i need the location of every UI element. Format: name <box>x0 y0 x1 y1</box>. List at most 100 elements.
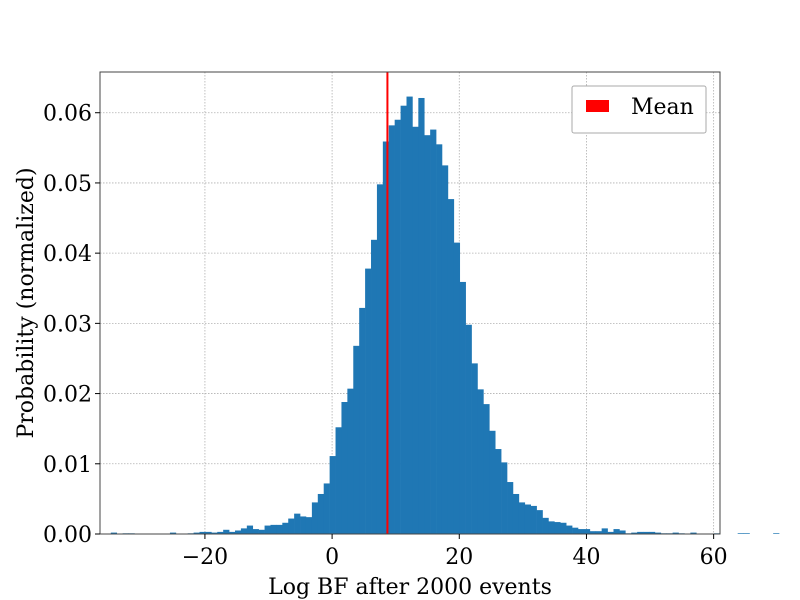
histogram-bar <box>512 493 520 534</box>
histogram-bar <box>371 239 378 534</box>
histogram-bar <box>471 363 478 534</box>
x-tick-label: 60 <box>700 545 728 570</box>
x-axis-label: Log BF after 2000 events <box>268 575 552 600</box>
histogram-bar <box>578 529 585 534</box>
histogram-bar <box>211 532 218 534</box>
x-tick-label: 20 <box>445 545 473 570</box>
histogram-bar <box>536 510 543 534</box>
histogram-bar <box>690 532 697 534</box>
histogram-bar <box>382 141 390 535</box>
histogram-bar <box>441 165 449 534</box>
histogram-bar <box>566 525 573 534</box>
legend-mean-label: Mean <box>631 95 694 120</box>
histogram-bar <box>317 493 325 534</box>
legend: Mean <box>571 85 707 134</box>
axis-ticks: −20 0 20 40 60 0.00 0.01 0.02 0.03 0.04 0.05 0.06 <box>43 102 728 570</box>
histogram-bar <box>601 528 608 534</box>
x-tick-label: 0 <box>325 545 339 570</box>
histogram-bar <box>288 518 295 534</box>
y-tick-label: 0.05 <box>43 172 92 197</box>
histogram-bar <box>305 517 313 534</box>
histogram-bar <box>193 532 200 534</box>
legend-mean-swatch <box>586 100 609 112</box>
histogram-bar <box>270 524 277 534</box>
histogram-bar <box>530 505 537 534</box>
histogram-bar <box>572 527 579 534</box>
histogram-bar <box>418 97 425 534</box>
histogram-bar <box>217 531 224 534</box>
histogram-bar <box>737 533 744 534</box>
histogram-bar <box>412 126 419 534</box>
histogram-bar <box>773 533 780 534</box>
histogram-bar <box>294 513 301 534</box>
x-tick-label: −20 <box>182 545 228 570</box>
histogram-bar <box>110 532 118 534</box>
histogram-bar <box>518 502 526 534</box>
y-tick-label: 0.03 <box>43 312 92 337</box>
histogram-bar <box>430 129 437 534</box>
histogram-bar <box>376 184 384 534</box>
histogram-bar <box>406 96 413 535</box>
histogram-bar <box>483 404 490 534</box>
histogram-bar <box>323 483 330 534</box>
histogram-bar <box>643 531 650 534</box>
histogram-bar <box>388 125 395 535</box>
y-tick-label: 0.01 <box>43 453 92 478</box>
histogram-bar <box>347 388 354 534</box>
histogram-bar <box>353 345 360 534</box>
histogram-bar <box>400 105 407 535</box>
histogram-bar <box>252 529 259 534</box>
histogram-bar <box>447 199 455 534</box>
histogram-bar <box>654 532 662 534</box>
histogram-bar <box>264 525 271 534</box>
histogram-bar <box>394 119 401 534</box>
histogram-bar <box>459 281 466 534</box>
histogram-bar <box>436 144 443 534</box>
histogram-bar <box>359 307 366 534</box>
histogram-bar <box>169 532 177 534</box>
histogram-bar <box>489 430 496 534</box>
y-tick-label: 0.06 <box>43 102 92 127</box>
x-tick-label: 40 <box>572 545 600 570</box>
y-axis-label: Probability (normalized) <box>14 167 39 438</box>
y-tick-label: 0.04 <box>43 242 92 267</box>
histogram-bar <box>637 531 644 534</box>
histogram-bar <box>229 531 236 534</box>
histogram-bar <box>246 525 254 534</box>
histogram-bar <box>240 528 248 534</box>
plot-frame <box>99 71 721 535</box>
histogram-bar <box>607 531 614 534</box>
histogram-bar <box>329 456 336 534</box>
histogram-bar <box>199 531 206 534</box>
histogram-bar <box>223 529 230 534</box>
histogram-bar <box>477 389 484 534</box>
histogram-bar <box>672 532 679 534</box>
histogram-bar <box>424 135 431 535</box>
histogram-bar <box>465 324 472 534</box>
histogram-bar <box>495 449 502 534</box>
histogram-bar <box>631 532 638 534</box>
y-tick-label: 0.02 <box>43 383 92 408</box>
histogram-bar <box>311 502 319 534</box>
histogram-bar <box>524 504 531 534</box>
histogram-bar <box>365 268 372 534</box>
histogram-bar <box>542 517 549 534</box>
histogram-bar <box>589 531 597 534</box>
histogram-bar <box>205 531 212 534</box>
histogram-bar <box>276 524 283 534</box>
histogram-bar <box>554 522 561 534</box>
histogram-bar <box>341 402 348 534</box>
histogram-bar <box>560 522 567 534</box>
histogram-bar <box>300 516 307 534</box>
histogram-bar <box>507 482 514 534</box>
histogram-bar <box>335 427 342 534</box>
y-tick-label: 0.00 <box>43 523 92 548</box>
histogram-bar <box>258 529 265 534</box>
histogram-bars <box>110 96 780 535</box>
histogram-bar <box>648 531 656 534</box>
legend-box <box>571 85 707 134</box>
histogram-bar <box>453 242 461 535</box>
histogram-bar <box>235 530 242 534</box>
histogram-bar <box>501 462 508 534</box>
